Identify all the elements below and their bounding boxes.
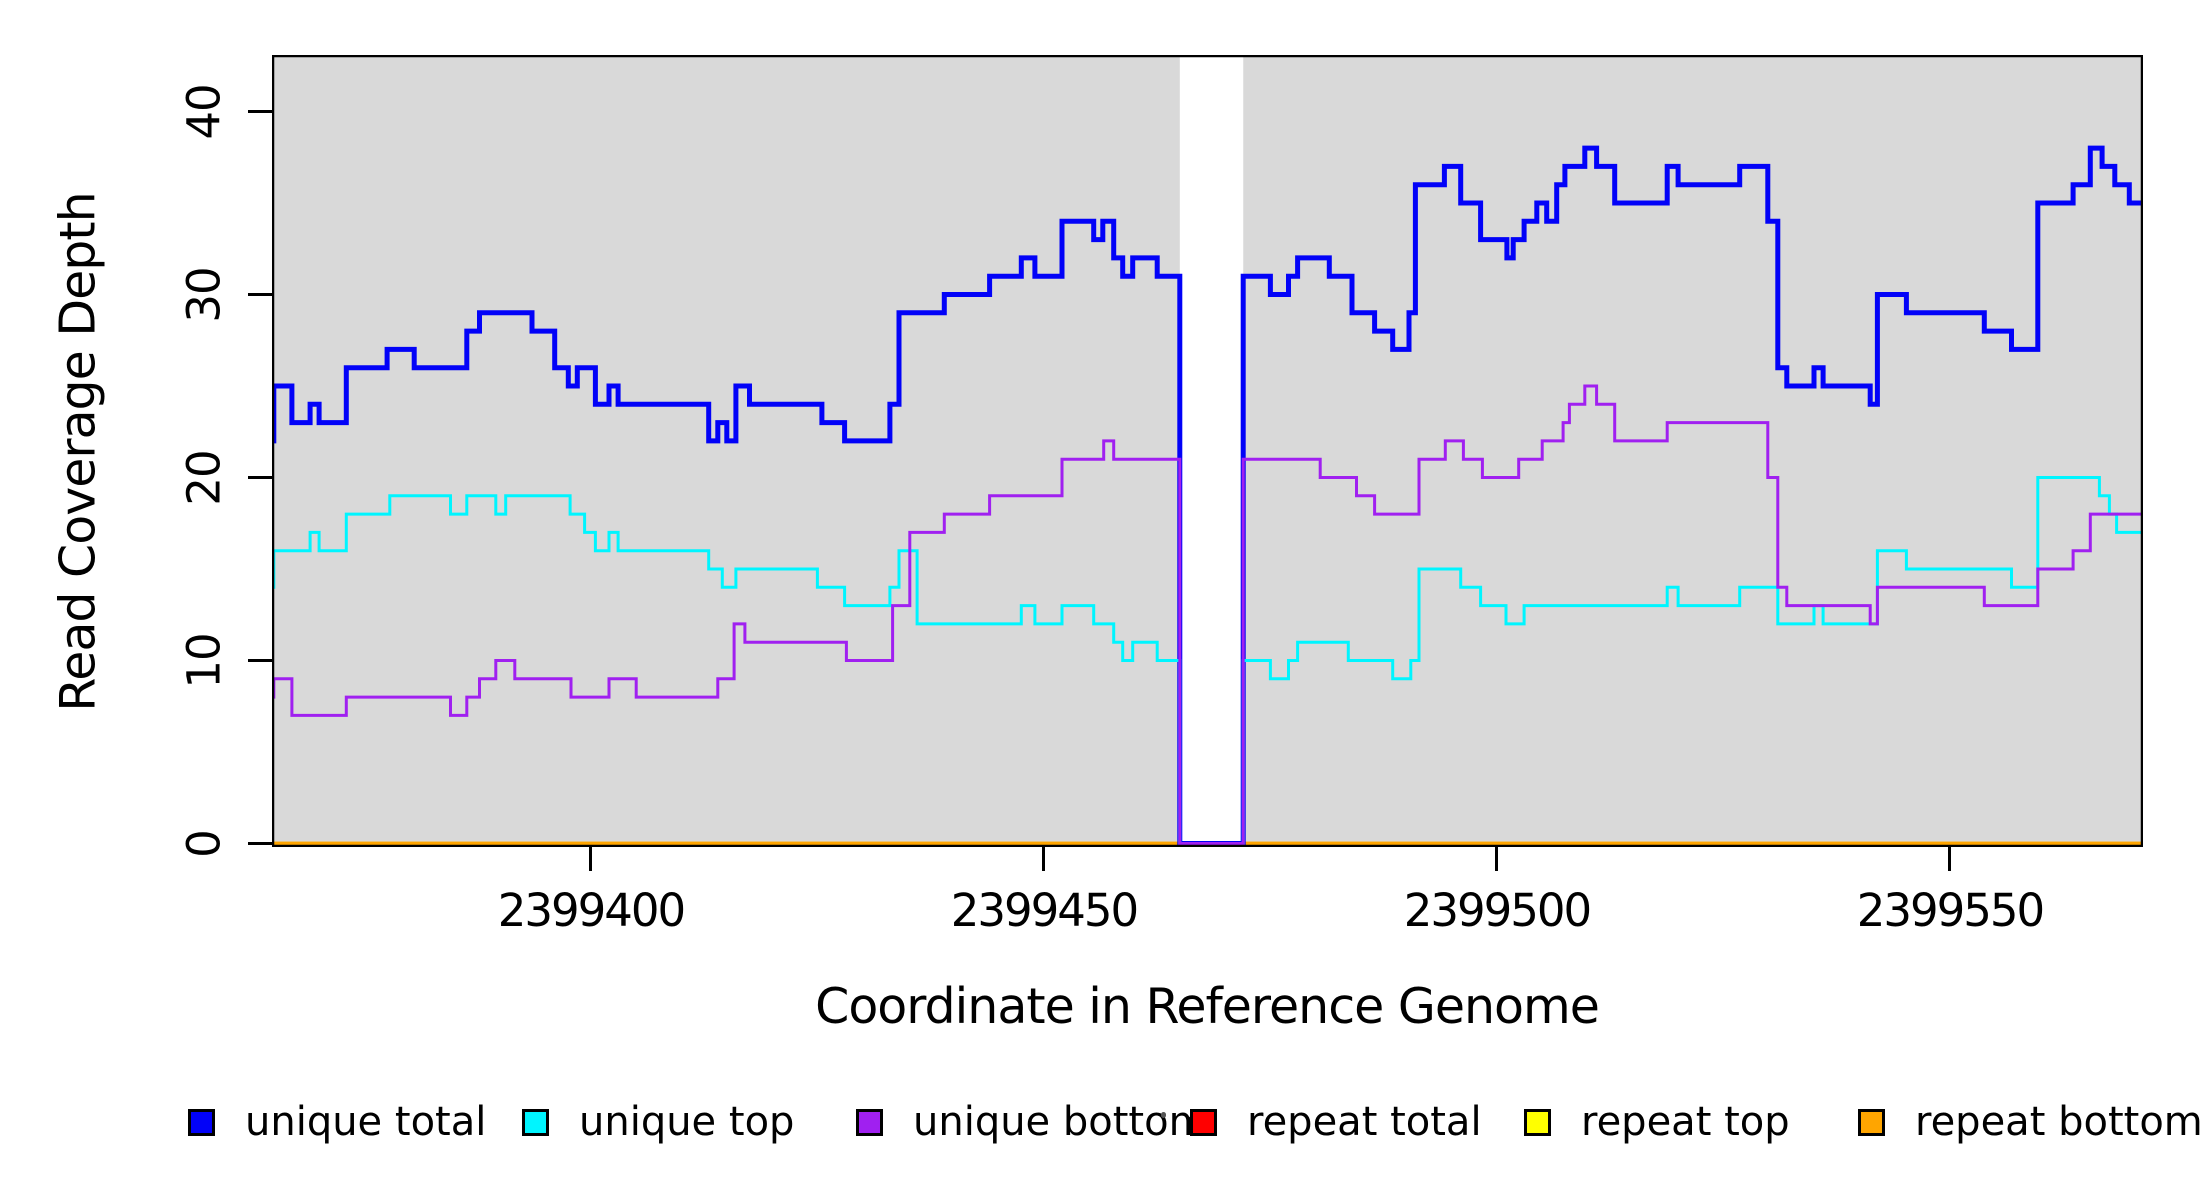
legend-label: repeat top: [1581, 1099, 1790, 1145]
x-tick-label: 2399400: [497, 884, 686, 937]
legend-item-repeat-top: repeat top: [1524, 1099, 1790, 1145]
y-tick-mark: [248, 293, 272, 296]
x-axis-title: Coordinate in Reference Genome: [815, 978, 1600, 1035]
legend-item-unique-top: unique top: [522, 1099, 795, 1145]
series-unique-bottom: [272, 384, 2143, 845]
y-tick-label: 10: [177, 632, 231, 689]
legend-swatch-icon: [1524, 1108, 1551, 1136]
legend-label: repeat total: [1247, 1099, 1482, 1145]
legend-label: unique total: [245, 1099, 487, 1145]
plot-area: [272, 55, 2143, 847]
x-tick-mark: [1042, 847, 1046, 871]
y-tick-label: 20: [177, 449, 231, 506]
legend-item-unique-bottom: unique bottom: [856, 1099, 1208, 1145]
legend-label: unique bottom: [913, 1099, 1208, 1145]
legend-label: unique top: [579, 1099, 795, 1145]
legend-item-repeat-total: repeat total: [1190, 1099, 1482, 1145]
legend-swatch-icon: [1190, 1108, 1217, 1136]
x-tick-mark: [1948, 847, 1952, 871]
y-tick-label: 40: [177, 83, 231, 140]
legend-swatch-icon: [856, 1108, 883, 1136]
legend-label: repeat bottom: [1915, 1099, 2200, 1145]
series-unique-total: [272, 145, 2143, 846]
legend-swatch-icon: [522, 1108, 549, 1136]
y-tick-label: 30: [177, 266, 231, 323]
x-tick-label: 2399550: [1856, 884, 2045, 937]
series-unique-top: [272, 476, 2143, 845]
legend-item-repeat-bottom: repeat bottom: [1858, 1099, 2200, 1145]
x-tick-label: 2399450: [950, 884, 1139, 937]
stray-dot-artifact: [1161, 1112, 1166, 1118]
y-tick-mark: [248, 842, 272, 845]
y-tick-label: 0: [177, 829, 231, 858]
x-tick-mark: [589, 847, 593, 871]
x-tick-mark: [1495, 847, 1499, 871]
legend-swatch-icon: [1858, 1108, 1885, 1136]
legend-swatch-icon: [188, 1108, 215, 1136]
legend: unique total unique top unique bottom repea…: [0, 1099, 2200, 1150]
x-tick-label: 2399500: [1403, 884, 1592, 937]
y-axis-title: Read Coverage Depth: [49, 192, 107, 712]
y-tick-mark: [248, 110, 272, 113]
y-tick-mark: [248, 476, 272, 479]
y-tick-mark: [248, 659, 272, 662]
legend-item-unique-total: unique total: [188, 1099, 487, 1145]
